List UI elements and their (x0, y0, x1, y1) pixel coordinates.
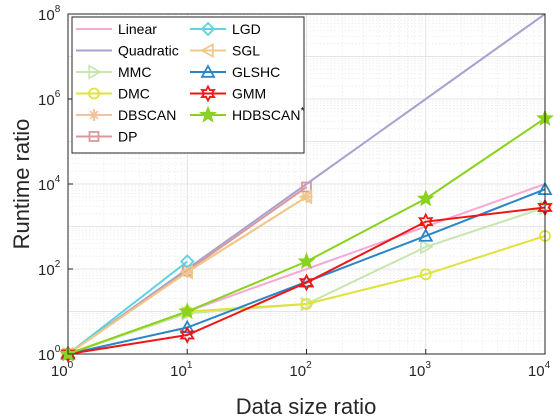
series-line (67, 195, 308, 355)
legend-marker (88, 109, 100, 121)
x-axis-label: Data size ratio (236, 394, 377, 419)
x-tick-label: 101 (170, 360, 193, 380)
x-tick-label: 103 (409, 360, 432, 380)
data-point-marker (416, 189, 435, 207)
series-gmm (60, 198, 553, 363)
data-point-marker (418, 228, 434, 242)
series-line (67, 260, 188, 355)
legend-label: GMM (232, 86, 266, 102)
series-quadratic (67, 13, 546, 355)
legend-marker (200, 84, 216, 103)
legend-item: MMC (76, 64, 151, 80)
series-line (67, 206, 546, 355)
x-tick-label: 104 (528, 360, 551, 380)
data-point-marker (298, 273, 315, 292)
x-tick-label: 100 (51, 360, 74, 380)
legend-item: DMC (76, 86, 150, 102)
legend-marker (88, 64, 102, 80)
data-point-marker (179, 254, 195, 269)
legend-label: GLSHC (232, 64, 280, 80)
y-tick-label: 108 (38, 4, 61, 24)
legend-item: DBSCAN (76, 107, 176, 123)
legend-item: HDBSCAN* (190, 105, 304, 123)
data-point-marker (297, 252, 316, 270)
legend-item: GMM (190, 84, 266, 103)
tick-marks (67, 13, 546, 355)
legend-label: LGD (232, 21, 261, 37)
legend-marker (200, 21, 216, 37)
legend-item: SGL (190, 43, 260, 59)
legend-label: Quadratic (118, 43, 179, 59)
legend-item: Quadratic (76, 43, 179, 59)
legend-label: DBSCAN (118, 107, 176, 123)
legend-label: DP (118, 129, 137, 145)
series-line (67, 13, 546, 355)
legend: Linear Quadratic MMC DMC DBSCAN DP LGD SGL GLSHC… (71, 16, 305, 154)
legend-label: MMC (118, 64, 151, 80)
legend-item: DP (76, 129, 137, 145)
data-point-marker (301, 181, 312, 193)
y-axis-label: Runtime ratio (9, 119, 34, 250)
data-point-marker (60, 345, 76, 363)
data-point-marker (179, 264, 193, 280)
legend-item: Linear (76, 21, 157, 37)
y-tick-label: 100 (38, 344, 61, 364)
legend-item: GLSHC (190, 64, 280, 80)
legend-marker (88, 131, 100, 142)
y-tick-label: 102 (38, 259, 61, 279)
series-layer (59, 13, 554, 363)
legend-marker (88, 87, 100, 100)
data-point-marker (179, 319, 195, 334)
legend-marker (199, 105, 217, 123)
legend-marker (200, 42, 214, 59)
x-tick-label: 102 (289, 360, 312, 380)
data-point-marker (178, 302, 197, 320)
tick-labels: 100 101 102 103 104 100 102 104 106 108 (38, 4, 551, 380)
data-point-marker (417, 212, 434, 231)
legend-label: Linear (118, 21, 157, 37)
legend-label: HDBSCAN* (232, 106, 304, 123)
legend-label: SGL (232, 43, 260, 59)
data-point-marker (298, 189, 313, 205)
legend-marker (200, 64, 216, 78)
legend-label: DMC (118, 86, 150, 102)
data-point-marker (300, 298, 313, 310)
data-point-marker (420, 239, 434, 255)
legend-box (71, 16, 305, 154)
y-tick-label: 104 (38, 174, 61, 194)
y-tick-label: 106 (38, 89, 61, 109)
legend-item: LGD (190, 21, 261, 37)
data-point-marker (419, 268, 432, 281)
data-point-marker (179, 326, 196, 344)
